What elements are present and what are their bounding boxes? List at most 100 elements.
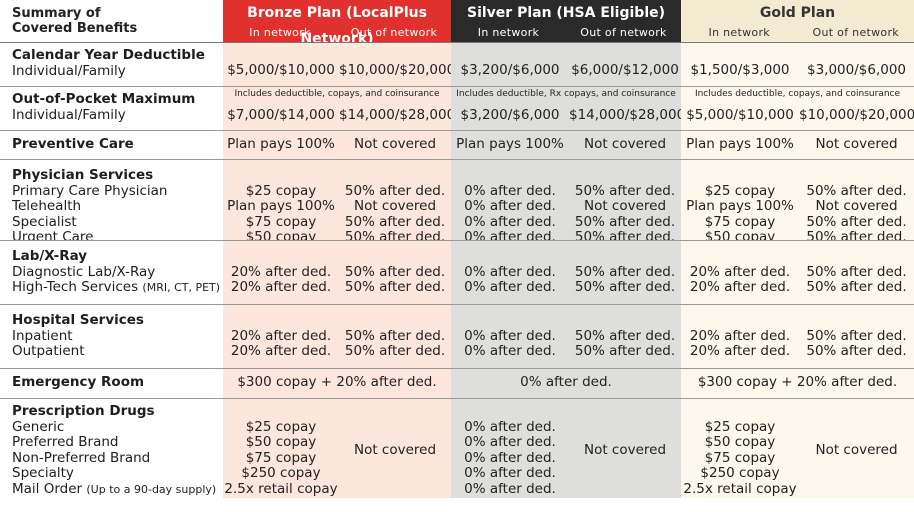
rx-item-specialty: Specialty	[12, 465, 74, 482]
rx-value: 2.5x retail copay	[224, 480, 338, 497]
deductible-gold-in: $1,500/$3,000	[681, 42, 799, 86]
hospital-value: 0% after ded.	[464, 343, 556, 360]
preventive-silver-in: Plan pays 100%	[451, 130, 569, 159]
physician-value: $25 copay	[704, 182, 776, 199]
lab-value: 20% after ded.	[689, 263, 791, 280]
preventive-gold-in: Plan pays 100%	[681, 130, 799, 159]
lab-value: 50% after ded.	[574, 279, 676, 296]
physician-item-telehealth: Telehealth	[12, 198, 82, 215]
hospital-bronze-in: 20% after ded. 20% after ded.	[223, 304, 339, 368]
oop-silver-note: Includes deductible, Rx copays, and coin…	[456, 89, 676, 99]
oop-gold-out: $10,000/$20,000	[799, 107, 914, 124]
physician-value: $75 copay	[704, 213, 776, 230]
er-silver-value: 0% after ded.	[451, 368, 681, 398]
preventive-row-label: Preventive Care	[0, 130, 223, 159]
hospital-silver-in: 0% after ded. 0% after ded.	[451, 304, 569, 368]
er-bronze-value: $300 copay + 20% after ded.	[223, 368, 451, 398]
physician-value: Not covered	[815, 198, 898, 215]
physician-value: 50% after ded.	[574, 213, 676, 230]
oop-bronze-in: $7,000/$14,000	[227, 107, 335, 124]
bronze-out-network-label: Out of network	[350, 26, 438, 39]
oop-silver-out: $14,000/$28,000	[569, 107, 681, 124]
lab-item-high-tech: High-Tech Services (MRI, CT, PET)	[12, 279, 223, 296]
rx-value: 0% after ded.	[464, 480, 556, 497]
oop-title: Out-of-Pocket Maximum	[12, 91, 196, 108]
gold-out-network-label: Out of network	[812, 26, 899, 39]
rx-item-mail-order: Mail Order (Up to a 90-day supply)	[12, 481, 223, 498]
lab-bronze-in: 20% after ded. 20% after ded.	[223, 240, 339, 304]
oop-silver-in: $3,200/$6,000	[460, 107, 560, 124]
lab-value: 0% after ded.	[464, 279, 556, 296]
hospital-value: 50% after ded.	[344, 327, 446, 344]
gold-plan-header: Gold Plan In network Out of network	[681, 0, 914, 42]
hospital-row-label: Hospital Services Inpatient Outpatient	[0, 304, 223, 368]
hospital-value: 50% after ded.	[574, 343, 676, 360]
lab-gold-in: 20% after ded. 20% after ded.	[681, 240, 799, 304]
row-divider	[0, 159, 914, 160]
hospital-value: 0% after ded.	[464, 327, 556, 344]
deductible-title: Calendar Year Deductible	[12, 47, 205, 64]
deductible-silver-out: $6,000/$12,000	[569, 42, 681, 86]
physician-value: 0% after ded.	[464, 198, 556, 215]
rx-gold-in: $25 copay $50 copay $75 copay $250 copay…	[681, 398, 799, 498]
rx-value: 0% after ded.	[464, 449, 556, 466]
physician-value: $50 copay	[245, 229, 317, 240]
rx-item-non-preferred-brand: Non-Preferred Brand	[12, 449, 151, 466]
physician-bronze-out: 50% after ded. Not covered 50% after ded…	[339, 159, 451, 240]
hospital-value: 20% after ded.	[689, 327, 791, 344]
physician-value: $75 copay	[245, 213, 317, 230]
rx-value: $75 copay	[245, 449, 317, 466]
lab-value: 0% after ded.	[464, 263, 556, 280]
lab-item-high-tech-label: High-Tech Services	[12, 279, 139, 296]
oop-gold-note: Includes deductible, copays, and coinsur…	[694, 89, 901, 99]
physician-title: Physician Services	[12, 167, 154, 183]
hospital-value: 20% after ded.	[689, 343, 791, 360]
bronze-plan-title: Bronze Plan (LocalPlus Network)	[247, 5, 427, 42]
physician-value: 50% after ded.	[344, 213, 446, 230]
rx-gold-out: Not covered	[799, 398, 914, 498]
deductible-row-label: Calendar Year Deductible Individual/Fami…	[0, 42, 223, 86]
oop-gold-in: $5,000/$10,000	[686, 107, 794, 124]
hospital-value: 50% after ded.	[806, 327, 907, 344]
hospital-value: 50% after ded.	[574, 327, 676, 344]
hospital-value: 20% after ded.	[230, 343, 332, 360]
physician-gold-in: $25 copay Plan pays 100% $75 copay $50 c…	[681, 159, 799, 240]
physician-value: 50% after ded.	[574, 229, 676, 240]
table-category-header: Summary of Covered Benefits	[0, 0, 223, 42]
physician-gold-out: 50% after ded. Not covered 50% after ded…	[799, 159, 914, 240]
row-divider	[0, 240, 914, 241]
gold-in-network-label: In network	[708, 26, 770, 39]
oop-gold-cell: Includes deductible, copays, and coinsur…	[681, 86, 914, 130]
lab-value: 50% after ded.	[344, 263, 446, 280]
category-header-line-1: Summary of	[12, 6, 101, 21]
hospital-value: 50% after ded.	[806, 343, 907, 360]
physician-value: 50% after ded.	[806, 213, 907, 230]
hospital-value: 50% after ded.	[344, 343, 446, 360]
rx-value: $250 copay	[241, 465, 321, 482]
preventive-title: Preventive Care	[12, 135, 134, 152]
physician-value: Not covered	[353, 198, 437, 215]
physician-value: $25 copay	[245, 182, 317, 199]
physician-value: 50% after ded.	[344, 229, 446, 240]
rx-value: 0% after ded.	[464, 418, 556, 435]
rx-item-generic: Generic	[12, 418, 65, 435]
row-divider	[0, 42, 914, 43]
physician-item-primary-care: Primary Care Physician	[12, 182, 168, 199]
hospital-bronze-out: 50% after ded. 50% after ded.	[339, 304, 451, 368]
physician-value: 50% after ded.	[806, 182, 907, 199]
rx-value: 0% after ded.	[464, 434, 556, 451]
preventive-bronze-out: Not covered	[339, 130, 451, 159]
hospital-title: Hospital Services	[12, 312, 144, 328]
rx-bronze-out: Not covered	[339, 398, 451, 498]
oop-row-label: Out-of-Pocket Maximum Individual/Family	[0, 86, 223, 130]
er-gold-value: $300 copay + 20% after ded.	[681, 368, 914, 398]
lab-title: Lab/X-Ray	[12, 248, 88, 264]
lab-value: 50% after ded.	[344, 279, 446, 296]
deductible-subtitle: Individual/Family	[12, 63, 126, 79]
row-divider	[0, 398, 914, 399]
deductible-bronze-out: $10,000/$20,000	[339, 42, 451, 86]
rx-value: $250 copay	[700, 465, 780, 482]
silver-in-network-label: In network	[477, 26, 540, 39]
row-divider	[0, 86, 914, 87]
